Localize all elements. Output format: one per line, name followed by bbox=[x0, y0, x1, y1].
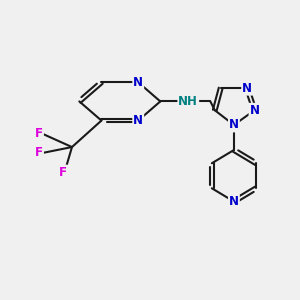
Text: N: N bbox=[133, 76, 143, 89]
Text: N: N bbox=[133, 114, 143, 127]
Text: F: F bbox=[59, 166, 67, 178]
Text: N: N bbox=[250, 104, 260, 117]
Text: N: N bbox=[229, 118, 239, 131]
Text: N: N bbox=[229, 195, 239, 208]
Text: NH: NH bbox=[178, 95, 198, 108]
Text: F: F bbox=[35, 127, 43, 140]
Text: F: F bbox=[35, 146, 43, 159]
Text: N: N bbox=[242, 82, 252, 95]
